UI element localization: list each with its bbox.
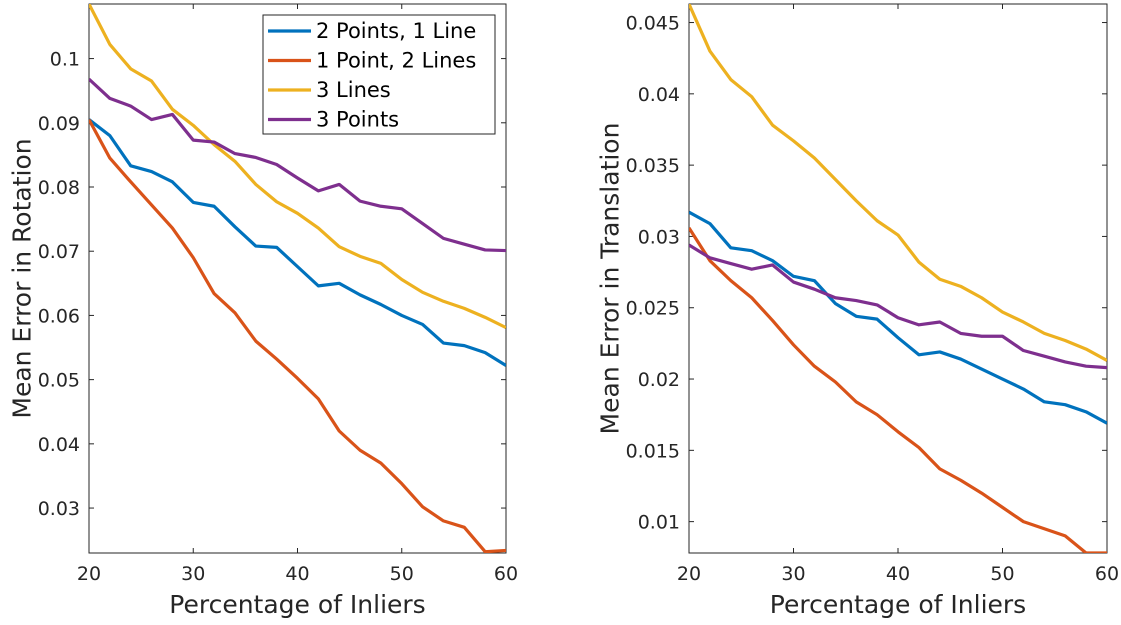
y-tick-label: 0.09: [38, 113, 80, 135]
x-tick-label: 60: [494, 563, 518, 585]
y-tick-label: 0.08: [38, 177, 80, 199]
series-line-2-points-1-line: [689, 210, 1107, 425]
y-tick-label: 0.045: [626, 13, 680, 35]
x-tick-label: 40: [285, 563, 309, 585]
legend: 2 Points, 1 Line 1 Point, 2 Lines 3 Lines 3…: [262, 14, 496, 135]
x-axis-label: Percentage of Inliers: [169, 590, 425, 619]
x-tick-label: 40: [886, 563, 910, 585]
y-tick-label: 0.05: [38, 370, 80, 392]
y-tick-label: 0.015: [626, 440, 680, 462]
y-tick-label: 0.04: [38, 434, 80, 456]
plot-area: [688, 3, 1108, 554]
y-tick-label: 0.025: [626, 298, 680, 320]
series-line-3-points: [689, 243, 1107, 370]
y-tick-label: 0.03: [38, 498, 80, 520]
legend-entry: 3 Points: [316, 108, 399, 132]
x-tick-label: 50: [990, 563, 1014, 585]
series-line-3-lines: [89, 4, 506, 330]
y-tick-label: 0.02: [638, 369, 680, 391]
x-tick-label: 20: [677, 563, 701, 585]
x-axis-label: Percentage of Inliers: [770, 590, 1026, 619]
legend-entry: 3 Lines: [316, 78, 391, 102]
y-tick-label: 0.01: [638, 512, 680, 534]
x-tick-label: 30: [181, 563, 205, 585]
series-line-3-points: [89, 77, 506, 253]
series-line-1-point-2-lines: [689, 227, 1107, 553]
chart-panel-2: 20 30 40 50 60 0.01 0.015 0.02 0.025 0.03 0.035 0.0…: [596, 3, 1119, 619]
y-tick-label: 0.1: [50, 49, 80, 71]
series-line-2-points-1-line: [89, 118, 506, 367]
y-tick-label: 0.035: [626, 155, 680, 177]
y-tick-label: 0.04: [638, 84, 680, 106]
legend-entry: 1 Point, 2 Lines: [316, 49, 476, 73]
y-axis-label: Mean Error in Rotation: [8, 138, 37, 418]
series-line-3-lines: [689, 4, 1107, 362]
x-tick-label: 30: [781, 563, 805, 585]
y-tick-label: 0.03: [638, 226, 680, 248]
chart-panel-1: 20 30 40 50 60 0.03 0.04 0.05 0.06 0.07 0.08 0.09 0.…: [8, 3, 518, 619]
x-tick-label: 50: [390, 563, 414, 585]
x-tick-label: 60: [1095, 563, 1119, 585]
y-tick-label: 0.06: [38, 305, 80, 327]
y-tick-label: 0.07: [38, 241, 80, 263]
legend-box: [262, 14, 496, 135]
x-tick-label: 20: [77, 563, 101, 585]
y-axis-label: Mean Error in Translation: [596, 123, 625, 435]
series-line-1-point-2-lines: [89, 118, 506, 553]
legend-entry: 2 Points, 1 Line: [316, 19, 476, 43]
